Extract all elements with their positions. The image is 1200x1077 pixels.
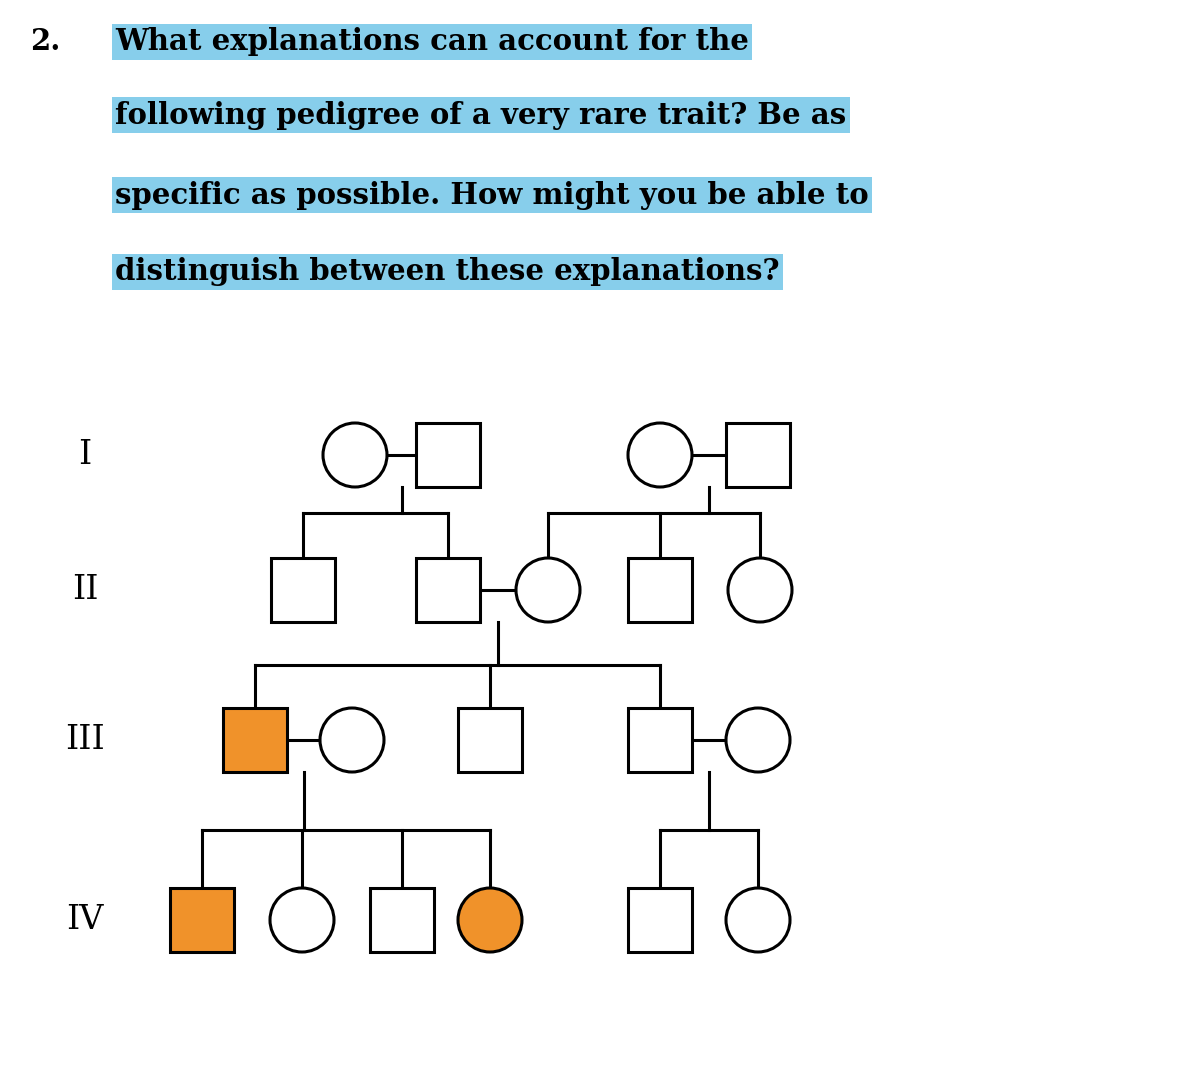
Bar xyxy=(458,708,522,772)
Bar xyxy=(170,889,234,952)
Bar xyxy=(416,423,480,487)
Circle shape xyxy=(726,708,790,772)
Text: III: III xyxy=(65,724,104,756)
Text: IV: IV xyxy=(66,904,103,936)
Text: II: II xyxy=(72,574,98,606)
Bar xyxy=(628,558,692,623)
Text: 2.: 2. xyxy=(30,28,60,56)
Circle shape xyxy=(320,708,384,772)
Bar xyxy=(726,423,790,487)
Text: What explanations can account for the: What explanations can account for the xyxy=(115,28,749,56)
Circle shape xyxy=(728,558,792,623)
Text: specific as possible. How might you be able to: specific as possible. How might you be a… xyxy=(115,181,869,210)
Bar xyxy=(370,889,434,952)
Text: I: I xyxy=(78,439,91,471)
Bar xyxy=(223,708,287,772)
Circle shape xyxy=(516,558,580,623)
Bar xyxy=(416,558,480,623)
Text: distinguish between these explanations?: distinguish between these explanations? xyxy=(115,257,780,286)
Bar xyxy=(628,708,692,772)
Circle shape xyxy=(270,889,334,952)
Bar xyxy=(628,889,692,952)
Text: following pedigree of a very rare trait? Be as: following pedigree of a very rare trait?… xyxy=(115,100,846,129)
Circle shape xyxy=(323,423,386,487)
Bar xyxy=(271,558,335,623)
Circle shape xyxy=(726,889,790,952)
Circle shape xyxy=(458,889,522,952)
Circle shape xyxy=(628,423,692,487)
